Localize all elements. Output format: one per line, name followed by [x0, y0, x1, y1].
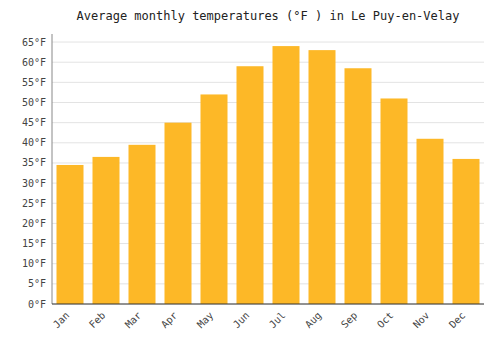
- bar: [129, 145, 156, 304]
- bar: [417, 139, 444, 304]
- y-tick-label: 20°F: [22, 218, 46, 229]
- y-tick-label: 60°F: [22, 57, 46, 68]
- chart-svg: Average monthly temperatures (°F ) in Le…: [0, 0, 500, 350]
- bar: [453, 159, 480, 304]
- chart-title: Average monthly temperatures (°F ) in Le…: [77, 9, 460, 23]
- bar: [201, 94, 228, 304]
- y-axis-line: [52, 34, 53, 304]
- x-tick-labels: Jan Feb Mar Apr May Jun Jul Aug Sep Oct Nov Dec: [51, 310, 468, 331]
- bar: [165, 123, 192, 304]
- grid-line: [52, 102, 484, 103]
- y-tick-label: 5°F: [28, 278, 46, 289]
- y-grid: [52, 42, 484, 304]
- y-tick-label: 30°F: [22, 178, 46, 189]
- y-tick-label: 65°F: [22, 37, 46, 48]
- bar: [57, 165, 84, 304]
- y-tick-label: 50°F: [22, 97, 46, 108]
- bar: [237, 66, 264, 304]
- y-tick-label: 0°F: [28, 299, 46, 310]
- x-tick-label: Jul: [267, 310, 288, 331]
- x-tick-label: Oct: [375, 310, 396, 331]
- grid-line: [52, 62, 484, 63]
- x-tick-label: Dec: [447, 310, 468, 331]
- x-tick-label: Feb: [87, 310, 108, 331]
- x-tick-label: Mar: [123, 310, 144, 331]
- y-tick-label: 10°F: [22, 258, 46, 269]
- chart-container: Average monthly temperatures (°F ) in Le…: [0, 0, 500, 350]
- bar: [309, 50, 336, 304]
- grid-line: [52, 304, 484, 305]
- x-tick-label: Aug: [303, 310, 324, 331]
- bar: [381, 98, 408, 304]
- bar: [273, 46, 300, 304]
- y-tick-label: 40°F: [22, 137, 46, 148]
- grid-line: [52, 42, 484, 43]
- x-tick-label: Sep: [339, 310, 360, 331]
- bar: [93, 157, 120, 304]
- y-tick-label: 25°F: [22, 198, 46, 209]
- x-tick-label: Jun: [231, 310, 252, 331]
- x-tick-label: Jan: [51, 310, 72, 331]
- y-tick-label: 15°F: [22, 238, 46, 249]
- x-tick-label: Apr: [159, 310, 180, 331]
- bars: [57, 46, 480, 304]
- y-tick-label: 45°F: [22, 117, 46, 128]
- y-tick-labels: 0°F 5°F 10°F 15°F 20°F 25°F 30°F 35°F 40°F 45°F 50…: [22, 37, 46, 310]
- x-tick-label: May: [195, 310, 216, 331]
- grid-line: [52, 82, 484, 83]
- bar: [345, 68, 372, 304]
- x-tick-label: Nov: [411, 310, 432, 331]
- x-axis-line: [52, 304, 484, 305]
- y-tick-label: 55°F: [22, 77, 46, 88]
- grid-line: [52, 122, 484, 123]
- y-tick-label: 35°F: [22, 157, 46, 168]
